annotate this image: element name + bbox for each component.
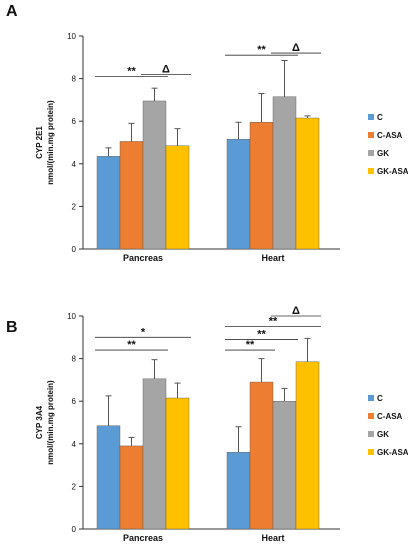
bar-c-pancreas (96, 156, 121, 250)
y-tick-label: 10 (67, 312, 76, 321)
y-tick-label: 0 (72, 525, 77, 534)
legend-label-gk-asa: GK-ASA (377, 448, 408, 457)
y-axis-label-line: nmol/(min.mg protein) (46, 380, 55, 465)
bar-gk-pancreas (142, 378, 167, 530)
significance-label: Δ (162, 63, 170, 75)
y-tick-label: 8 (72, 355, 77, 364)
bar-c-heart (226, 139, 251, 250)
y-tick-label: 4 (72, 440, 77, 449)
bar-gk-pancreas (142, 100, 167, 250)
significance-label: Δ (292, 305, 300, 317)
legend-swatch-c (368, 114, 374, 120)
category-label-heart: Heart (261, 253, 284, 263)
panel-letter-B: B (6, 319, 18, 336)
y-tick-label: 4 (72, 160, 77, 169)
legend-swatch-gk (368, 150, 374, 156)
legend-swatch-gk (368, 431, 374, 437)
y-tick-label: 2 (72, 202, 77, 211)
y-tick-label: 6 (72, 397, 77, 406)
y-axis-label-line: nmol/(min.mg protein) (46, 100, 55, 185)
legend-label-gk: GK (377, 149, 389, 158)
legend-swatch-c-asa (368, 132, 374, 138)
significance-label: ** (269, 316, 278, 328)
bar-gk-asa-heart (295, 117, 320, 250)
significance-label: * (141, 326, 146, 338)
bar-c-asa-pancreas (119, 445, 144, 530)
category-label-pancreas: Pancreas (123, 253, 163, 263)
bar-c-asa-heart (249, 122, 274, 250)
bar-c-heart (226, 452, 251, 530)
bar-gk-heart (272, 401, 297, 530)
y-axis-label-line: CYP 3A4 (35, 405, 44, 439)
bar-c-asa-pancreas (119, 141, 144, 250)
legend-swatch-c (368, 395, 374, 401)
y-tick-label: 2 (72, 482, 77, 491)
bar-gk-heart (272, 96, 297, 250)
legend-swatch-c-asa (368, 413, 374, 419)
legend-swatch-gk-asa (368, 168, 374, 174)
bar-gk-asa-pancreas (165, 397, 190, 530)
legend-label-c-asa: C-ASA (377, 412, 403, 421)
panel-letter-A: A (6, 3, 18, 20)
significance-label: ** (127, 65, 136, 77)
y-tick-label: 6 (72, 117, 77, 126)
legend-swatch-gk-asa (368, 449, 374, 455)
bar-c-pancreas (96, 425, 121, 530)
y-tick-label: 0 (72, 245, 77, 254)
significance-label: ** (257, 44, 266, 56)
y-axis-label-line: CYP 2E1 (35, 126, 44, 159)
category-label-heart: Heart (261, 533, 284, 543)
legend-label-gk: GK (377, 430, 389, 439)
legend-label-c: C (377, 394, 383, 403)
legend-label-gk-asa: GK-ASA (377, 167, 408, 176)
bar-gk-asa-pancreas (165, 145, 190, 250)
significance-label: ** (257, 328, 266, 340)
legend-label-c-asa: C-ASA (377, 131, 403, 140)
significance-label: Δ (292, 42, 300, 54)
legend-label-c: C (377, 113, 383, 122)
significance-label: ** (246, 339, 255, 351)
significance-label: ** (127, 339, 136, 351)
category-label-pancreas: Pancreas (123, 533, 163, 543)
y-tick-label: 8 (72, 75, 77, 84)
bar-gk-asa-heart (295, 361, 320, 530)
y-tick-label: 10 (67, 32, 76, 41)
bar-c-asa-heart (249, 381, 274, 530)
